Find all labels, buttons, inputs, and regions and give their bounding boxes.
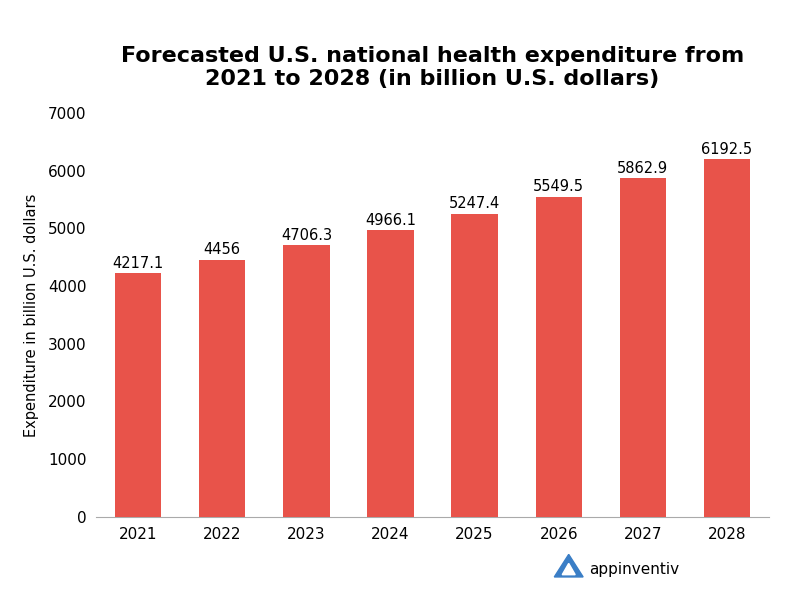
Text: 5549.5: 5549.5 bbox=[533, 179, 584, 194]
Bar bbox=[199, 260, 245, 517]
Text: 4217.1: 4217.1 bbox=[113, 256, 163, 271]
Text: 4706.3: 4706.3 bbox=[281, 228, 332, 242]
Bar bbox=[620, 178, 666, 517]
Y-axis label: Expenditure in billion U.S. dollars: Expenditure in billion U.S. dollars bbox=[25, 193, 39, 437]
Text: 4966.1: 4966.1 bbox=[365, 213, 416, 228]
Bar bbox=[284, 245, 329, 517]
Text: 4456: 4456 bbox=[203, 242, 241, 257]
Bar bbox=[704, 159, 750, 517]
Bar bbox=[452, 214, 497, 517]
Bar bbox=[115, 273, 161, 517]
Text: appinventiv: appinventiv bbox=[589, 561, 679, 577]
Bar bbox=[536, 197, 582, 517]
Text: 6192.5: 6192.5 bbox=[702, 142, 752, 157]
Text: 5247.4: 5247.4 bbox=[449, 197, 500, 211]
Text: 5862.9: 5862.9 bbox=[618, 161, 668, 176]
Bar bbox=[368, 230, 413, 517]
Title: Forecasted U.S. national health expenditure from
2021 to 2028 (in billion U.S. d: Forecasted U.S. national health expendit… bbox=[121, 46, 744, 89]
